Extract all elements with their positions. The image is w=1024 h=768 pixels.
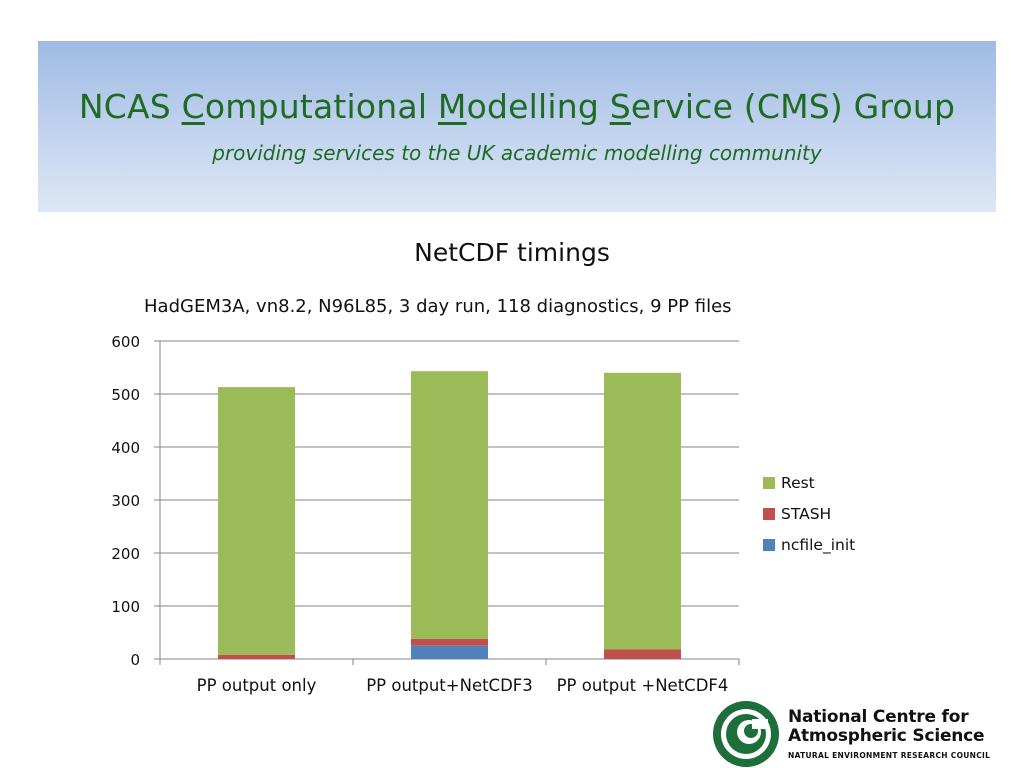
x-tick-label: PP output+NetCDF3 [366,676,533,695]
y-tick-label: 600 [111,333,140,351]
bar-ncfile-init [411,645,488,659]
logo-text: National Centre for Atmospheric Science … [788,707,991,761]
x-tick-label: PP output +NetCDF4 [557,676,729,695]
banner-subtitle: providing services to the UK academic mo… [212,141,822,165]
slide-title: NetCDF timings [414,238,610,267]
bar-rest [218,387,295,655]
header-banner: NCAS Computational Modelling Service (CM… [38,41,996,212]
legend-swatch [763,508,775,520]
legend-swatch [763,539,775,551]
y-tick-label: 300 [111,492,140,510]
y-tick-label: 100 [111,598,140,616]
chart-caption: HadGEM3A, vn8.2, N96L85, 3 day run, 118 … [144,296,732,317]
bar-rest [411,371,488,639]
banner-title: NCAS Computational Modelling Service (CM… [78,87,956,126]
bar-stash [411,638,488,646]
bar-stash [218,654,295,659]
y-tick-label: 400 [111,439,140,457]
legend-label: Rest [781,474,815,492]
y-tick-label: 0 [130,651,140,669]
y-tick-label: 200 [111,545,140,563]
y-tick-label: 500 [111,386,140,404]
bar-rest [604,372,681,650]
logo-line-2: Atmospheric Science [788,726,985,746]
x-tick-label: PP output only [197,676,317,695]
legend-label: STASH [781,505,831,523]
logo-line-3: NATURAL ENVIRONMENT RESEARCH COUNCIL [788,751,991,760]
legend-swatch [763,477,775,489]
bar-stash [604,649,681,659]
ncas-logo-icon [713,701,779,767]
logo-line-1: National Centre for [788,707,969,727]
legend-label: ncfile_init [781,536,855,555]
